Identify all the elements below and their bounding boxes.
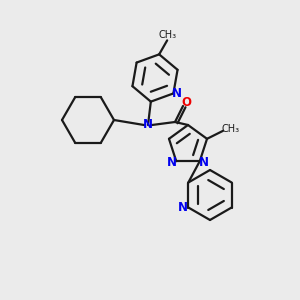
Text: N: N — [199, 156, 209, 169]
Text: N: N — [143, 118, 153, 130]
Text: N: N — [171, 87, 182, 100]
Text: N: N — [167, 156, 177, 169]
Text: O: O — [181, 95, 191, 109]
Text: CH₃: CH₃ — [158, 30, 176, 40]
Text: CH₃: CH₃ — [222, 124, 240, 134]
Text: N: N — [178, 201, 188, 214]
